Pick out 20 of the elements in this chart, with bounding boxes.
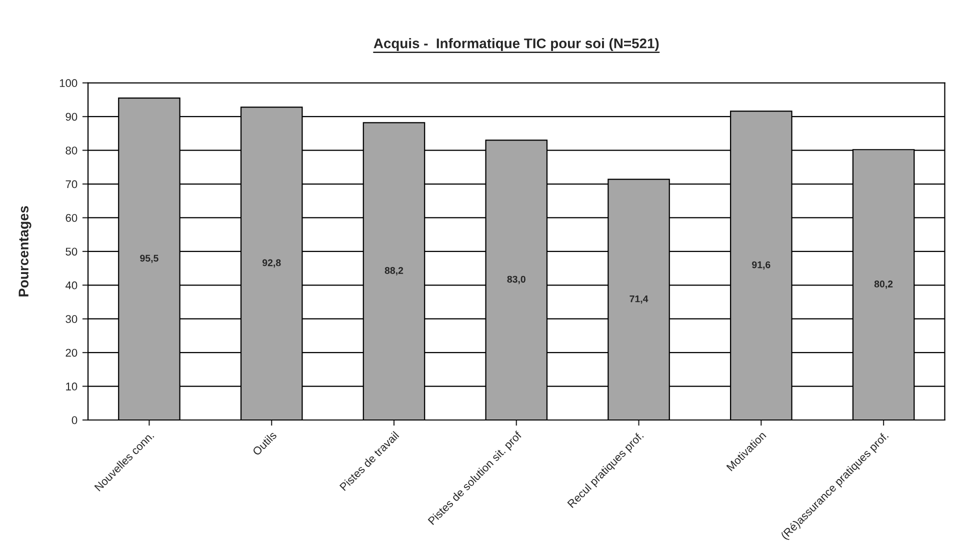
y-tick-label: 40 [66, 281, 78, 290]
y-tick-label: 100 [60, 79, 78, 88]
y-tick-label: 80 [66, 146, 78, 154]
y-tick-label: 90 [66, 112, 78, 121]
data-label: 71,4 [630, 295, 648, 304]
y-tick-label: 0 [72, 416, 78, 424]
data-label: 92,8 [262, 259, 281, 268]
y-tick-label: 70 [66, 180, 78, 188]
y-axis-title: Pourcentages [18, 206, 32, 296]
y-tick-label: 10 [66, 382, 78, 390]
chart-title: Acquis - Informatique TIC pour soi (N=521) [374, 38, 659, 52]
y-tick-label: 20 [66, 348, 78, 357]
data-label: 83,0 [507, 276, 526, 284]
data-label: 88,2 [384, 267, 404, 276]
data-label: 95,5 [140, 254, 158, 264]
y-tick-label: 50 [66, 248, 78, 256]
data-label: 80,2 [874, 280, 893, 289]
data-label: 91,6 [752, 261, 770, 270]
y-tick-label: 30 [66, 315, 78, 323]
y-tick-label: 60 [66, 214, 78, 222]
